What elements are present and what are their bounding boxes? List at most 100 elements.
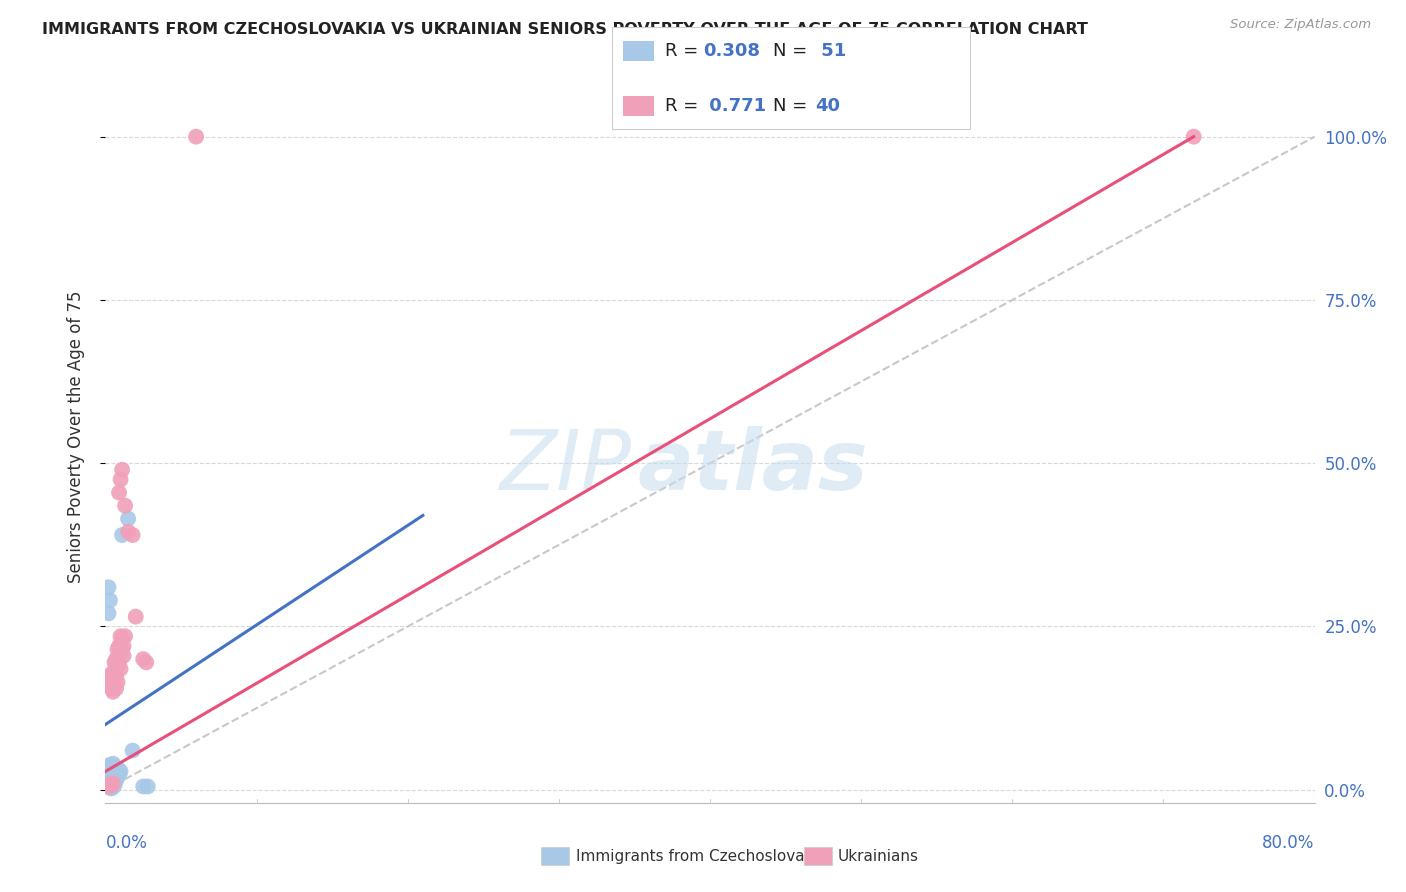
Point (98, 774, 121, 789)
Point (103, 778, 125, 792)
Point (110, 629, 132, 643)
Point (105, 668, 128, 682)
Point (97, 780, 120, 794)
Point (132, 652, 155, 666)
Point (108, 766, 131, 780)
Point (114, 499, 136, 513)
Point (117, 524, 139, 539)
Point (111, 642, 134, 657)
Point (98, 668, 121, 682)
Point (103, 656, 125, 670)
Text: N =: N = (773, 97, 813, 115)
Point (121, 528, 143, 542)
Point (96, 778, 118, 792)
Point (97, 770, 120, 784)
Point (110, 646, 132, 660)
Point (100, 681, 122, 696)
Point (105, 760, 128, 774)
Point (121, 743, 143, 757)
Point (105, 773, 128, 788)
Point (110, 764, 132, 779)
Text: atlas: atlas (637, 425, 868, 507)
Point (110, 662, 132, 676)
Point (107, 770, 129, 784)
Point (125, 609, 148, 624)
Point (105, 769, 128, 783)
Point (98, 758, 121, 772)
Point (111, 463, 134, 477)
Point (100, 779, 122, 793)
Point (97, 772, 120, 787)
Point (101, 764, 124, 779)
Point (101, 756, 124, 771)
Point (111, 632, 134, 647)
Point (100, 768, 122, 782)
Point (105, 764, 128, 778)
Point (98, 593, 121, 607)
Text: 80.0%: 80.0% (1263, 834, 1315, 852)
Text: Ukrainians: Ukrainians (838, 849, 920, 863)
Point (107, 762, 129, 776)
Point (103, 767, 125, 781)
Point (103, 678, 125, 692)
Point (100, 779, 122, 793)
Point (98, 768, 121, 782)
Point (100, 775, 122, 789)
Point (98, 778, 121, 792)
Text: Immigrants from Czechoslovakia: Immigrants from Czechoslovakia (576, 849, 828, 863)
Text: R =: R = (665, 42, 704, 60)
Point (101, 765, 124, 780)
Point (103, 761, 125, 775)
Point (101, 777, 124, 791)
Point (107, 765, 129, 780)
Point (97, 766, 120, 780)
Point (136, 780, 159, 794)
Point (112, 639, 135, 653)
Point (103, 759, 125, 773)
Point (107, 675, 129, 690)
Point (107, 642, 129, 657)
Text: 51: 51 (815, 42, 846, 60)
Text: 0.0%: 0.0% (105, 834, 148, 852)
Point (110, 473, 132, 487)
Point (100, 675, 122, 690)
Point (114, 629, 136, 643)
Point (98, 778, 121, 792)
Point (135, 656, 157, 670)
Text: IMMIGRANTS FROM CZECHOSLOVAKIA VS UKRAINIAN SENIORS POVERTY OVER THE AGE OF 75 C: IMMIGRANTS FROM CZECHOSLOVAKIA VS UKRAIN… (42, 22, 1088, 37)
Point (96, 771, 118, 785)
Point (101, 685, 124, 699)
Point (117, 512, 139, 526)
Point (97, 672, 120, 686)
Point (101, 776, 124, 790)
Point (108, 656, 131, 670)
Point (100, 760, 122, 774)
Point (132, 780, 155, 794)
Text: R =: R = (665, 97, 704, 115)
Point (103, 772, 125, 787)
Point (108, 639, 131, 653)
Point (101, 770, 124, 784)
Text: 40: 40 (815, 97, 841, 115)
Text: ZIP: ZIP (499, 425, 631, 507)
Point (108, 763, 131, 777)
Point (98, 772, 121, 786)
Point (107, 658, 129, 673)
Point (97, 580, 120, 594)
Point (112, 648, 135, 663)
Point (1182, 129, 1205, 144)
Point (101, 780, 124, 794)
Point (97, 780, 120, 794)
Point (100, 764, 122, 779)
Point (101, 665, 124, 680)
Point (96, 775, 118, 789)
Text: 0.771: 0.771 (703, 97, 766, 115)
Point (103, 672, 125, 686)
Point (97, 607, 120, 621)
Text: Source: ZipAtlas.com: Source: ZipAtlas.com (1230, 18, 1371, 31)
Point (100, 762, 122, 776)
Y-axis label: Seniors Poverty Over the Age of 75: Seniors Poverty Over the Age of 75 (66, 291, 84, 583)
Point (98, 780, 121, 795)
Text: 0.308: 0.308 (703, 42, 761, 60)
Point (111, 528, 134, 542)
